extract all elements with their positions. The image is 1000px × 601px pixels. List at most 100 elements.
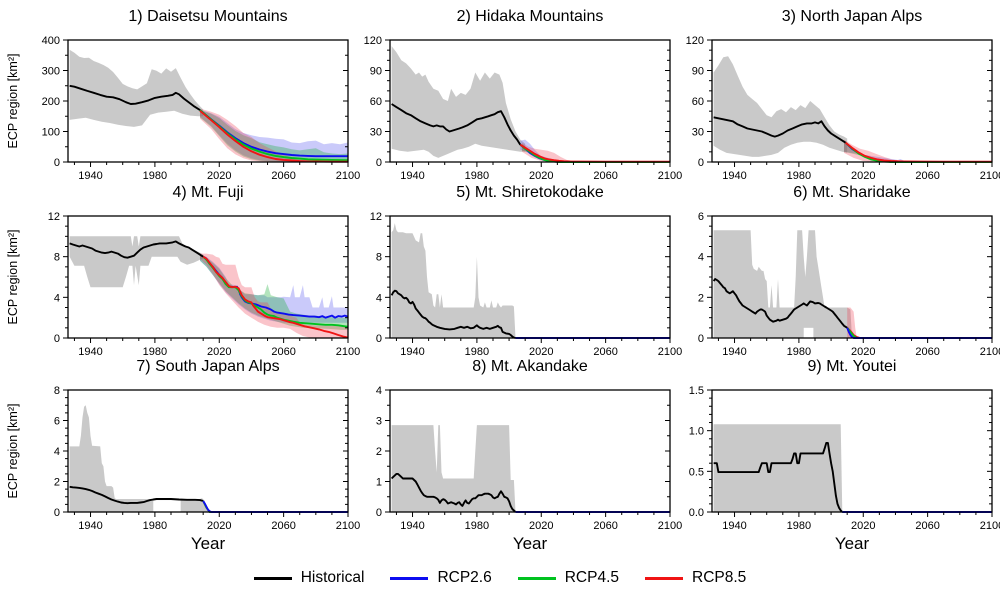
svg-text:2100: 2100 [658,170,682,182]
legend-line-rcp45 [517,576,556,580]
svg-text:1980: 1980 [465,170,489,182]
svg-text:200: 200 [42,96,60,108]
svg-text:100: 100 [42,127,60,139]
svg-text:1940: 1940 [400,346,424,358]
svg-text:1980: 1980 [787,346,811,358]
legend-label-rcp26: RCP2.6 [437,569,492,586]
svg-text:2100: 2100 [658,346,682,358]
svg-text:90: 90 [370,66,382,78]
chart-1-daisetsu-plot: 1940 1980 2020 2060 2100 0 100 200 300 400 [42,35,361,182]
chart-9-youtei-plot: 1940 1980 2020 2060 2100 0.0 0.5 1.0 1.5 [689,385,1000,532]
chart-7-title: 7) South Japan Alps [136,358,280,375]
svg-text:2060: 2060 [593,346,617,358]
svg-text:6: 6 [54,416,60,428]
svg-text:3: 3 [376,416,382,428]
svg-text:1.0: 1.0 [689,426,704,438]
y-axis-label-row-3: ECP region [km²] [6,403,20,499]
legend-line-rcp85 [645,576,683,580]
chart-3-north-alps-plot: 1940 1980 2020 2060 2100 0 30 60 90 120 [686,35,1000,182]
svg-text:120: 120 [364,35,382,47]
svg-text:1940: 1940 [400,520,424,532]
svg-text:0: 0 [54,157,60,169]
chart-9-title: 9) Mt. Youtei [807,358,897,375]
svg-text:2060: 2060 [271,170,295,182]
svg-text:0: 0 [376,157,382,169]
svg-text:2020: 2020 [851,520,875,532]
svg-text:2100: 2100 [980,170,1000,182]
svg-text:2100: 2100 [980,346,1000,358]
y-axis-label-row-1: ECP region [km²] [6,53,20,149]
x-axis-label-col-3: Year [834,534,870,553]
y-axis-label-row-2: ECP region [km²] [6,229,20,325]
chart-8-akandake-plot: 1940 1980 2020 2060 2100 0 1 2 3 4 [376,385,682,532]
chart-5-shiretokodake-plot: 1940 1980 2020 2060 2100 0 4 8 12 [370,211,682,358]
legend-line-historical [253,576,292,580]
svg-text:1980: 1980 [143,170,167,182]
svg-text:2060: 2060 [915,346,939,358]
svg-text:1940: 1940 [78,346,102,358]
chart-4-title: 4) Mt. Fuji [172,184,244,201]
svg-text:90: 90 [692,66,704,78]
svg-text:1940: 1940 [722,346,746,358]
svg-text:1980: 1980 [143,346,167,358]
legend-label-rcp45: RCP4.5 [564,569,619,586]
legend: Historical RCP2.6 RCP4.5 RCP8.5 [0,569,1000,587]
legend-item-rcp85: RCP8.5 [645,569,746,587]
svg-text:0.5: 0.5 [689,466,704,478]
svg-text:1980: 1980 [787,170,811,182]
svg-text:2020: 2020 [529,520,553,532]
svg-text:1980: 1980 [465,520,489,532]
svg-text:30: 30 [692,127,704,139]
svg-text:1940: 1940 [722,170,746,182]
svg-text:2020: 2020 [207,346,231,358]
svg-text:2060: 2060 [593,520,617,532]
chart-6-title: 6) Mt. Sharidake [793,184,911,201]
svg-text:0: 0 [376,507,382,519]
svg-text:12: 12 [48,211,60,223]
svg-text:8: 8 [376,252,382,264]
chart-1-title: 1) Daisetsu Mountains [128,8,288,25]
svg-text:2100: 2100 [336,520,360,532]
legend-label-historical: Historical [300,569,365,586]
svg-text:0: 0 [54,333,60,345]
svg-text:400: 400 [42,35,60,47]
svg-text:0.0: 0.0 [689,507,704,519]
svg-text:2060: 2060 [593,170,617,182]
svg-text:60: 60 [370,96,382,108]
svg-text:1.5: 1.5 [689,385,704,397]
chart-8-title: 8) Mt. Akandake [472,358,588,375]
svg-text:0: 0 [376,333,382,345]
svg-text:2020: 2020 [851,170,875,182]
legend-label-rcp85: RCP8.5 [692,569,747,586]
svg-text:2060: 2060 [271,520,295,532]
svg-text:2: 2 [376,446,382,458]
svg-text:2020: 2020 [529,170,553,182]
svg-text:1940: 1940 [400,170,424,182]
chart-2-title: 2) Hidaka Mountains [456,8,604,25]
chart-7-south-alps-plot: 1940 1980 2020 2060 2100 0 2 4 6 8 [54,385,360,532]
legend-item-rcp45: RCP4.5 [517,569,619,587]
svg-text:6: 6 [698,211,704,223]
svg-text:0: 0 [54,507,60,519]
svg-text:2060: 2060 [915,170,939,182]
svg-text:0: 0 [698,157,704,169]
svg-text:2020: 2020 [207,520,231,532]
svg-text:2100: 2100 [336,170,360,182]
svg-text:4: 4 [376,292,382,304]
svg-text:12: 12 [370,211,382,223]
legend-line-rcp26 [390,576,429,580]
x-axis-label-col-2: Year [512,534,548,553]
chart-3-title: 3) North Japan Alps [781,8,923,25]
svg-text:1940: 1940 [78,170,102,182]
x-axis-label-col-1: Year [190,534,226,553]
chart-5-title: 5) Mt. Shiretokodake [456,184,604,201]
svg-text:2100: 2100 [980,520,1000,532]
svg-text:120: 120 [686,35,704,47]
svg-text:4: 4 [54,446,60,458]
svg-text:2060: 2060 [271,346,295,358]
svg-text:1980: 1980 [787,520,811,532]
svg-text:2020: 2020 [529,346,553,358]
legend-item-historical: Historical [253,569,365,587]
svg-text:2020: 2020 [207,170,231,182]
